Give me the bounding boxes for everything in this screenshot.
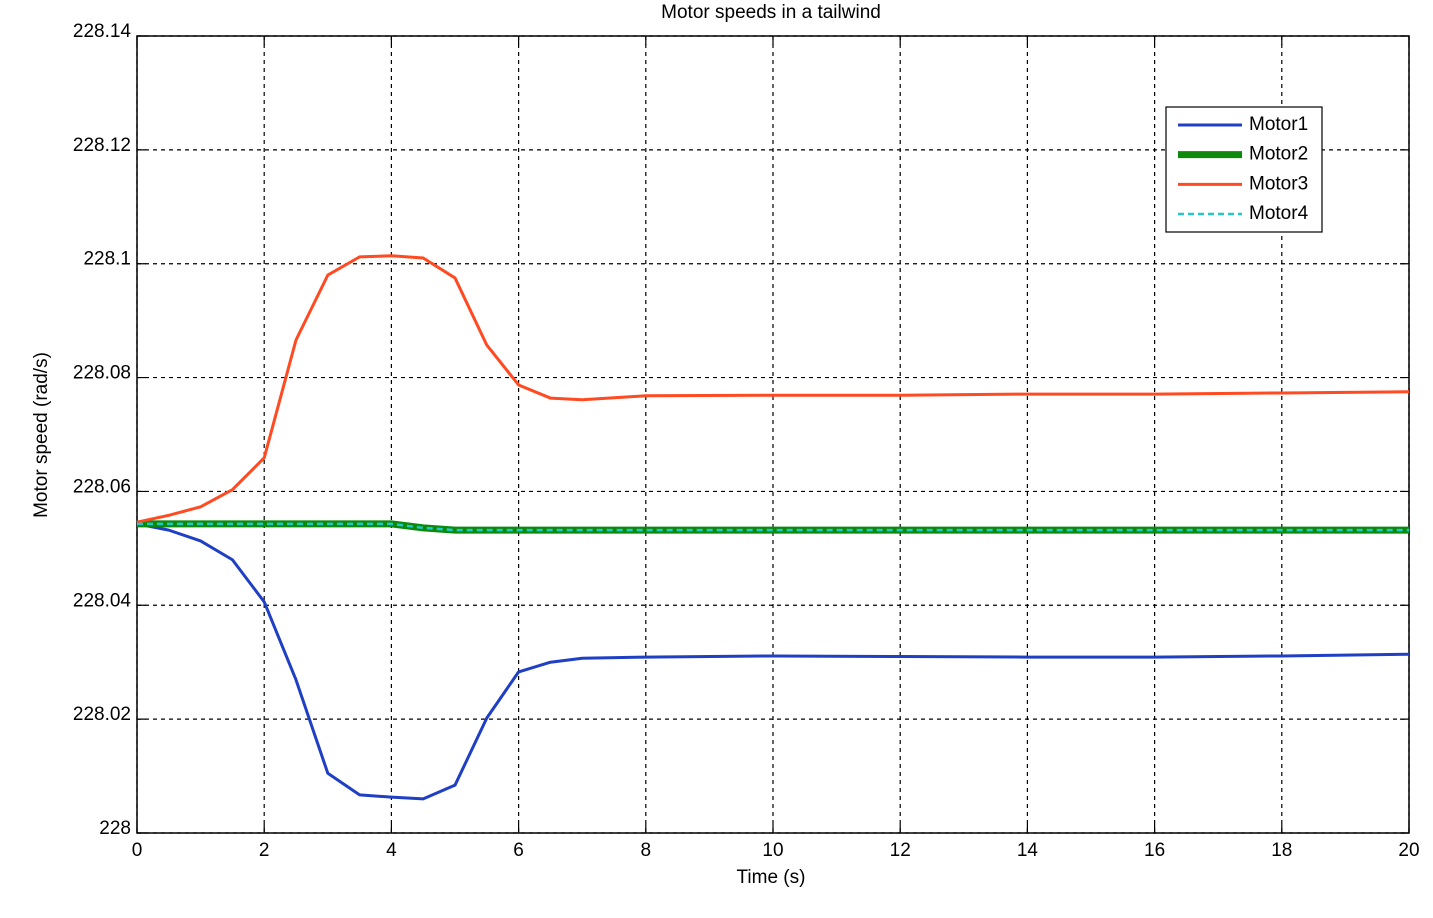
y-tick-label: 228.02 xyxy=(73,704,131,725)
x-tick-label: 18 xyxy=(1271,840,1292,861)
x-tick-label: 8 xyxy=(641,840,652,861)
y-tick-label: 228 xyxy=(99,818,131,839)
legend-box xyxy=(1165,106,1323,233)
x-tick-label: 6 xyxy=(513,840,524,861)
legend-label: Motor4 xyxy=(1249,203,1309,224)
x-tick-label: 4 xyxy=(386,840,397,861)
legend-label: Motor2 xyxy=(1249,144,1308,165)
series-line xyxy=(136,254,1410,524)
y-tick-label: 228.14 xyxy=(73,21,132,42)
y-tick-label: 228.12 xyxy=(73,135,131,156)
x-tick-label: 0 xyxy=(132,840,143,861)
legend-label: Motor3 xyxy=(1249,173,1308,194)
chart-title: Motor speeds in a tailwind xyxy=(661,2,881,23)
plot-frame xyxy=(136,35,1410,834)
x-axis-label: Time (s) xyxy=(737,867,806,888)
x-tick-label: 2 xyxy=(259,840,270,861)
y-tick-label: 228.08 xyxy=(73,363,131,384)
x-tick-label: 12 xyxy=(890,840,911,861)
x-tick-label: 10 xyxy=(762,840,783,861)
series-line xyxy=(137,522,1409,532)
y-tick-label: 228.04 xyxy=(73,590,132,611)
series-line xyxy=(136,522,1410,801)
legend-label: Motor1 xyxy=(1249,114,1308,135)
y-axis-label: Motor speed (rad/s) xyxy=(31,352,52,518)
x-tick-label: 14 xyxy=(1017,840,1039,861)
x-tick-label: 16 xyxy=(1144,840,1165,861)
y-tick-label: 228.1 xyxy=(83,249,131,270)
x-tick-label: 20 xyxy=(1398,840,1419,861)
y-tick-label: 228.06 xyxy=(73,476,131,497)
